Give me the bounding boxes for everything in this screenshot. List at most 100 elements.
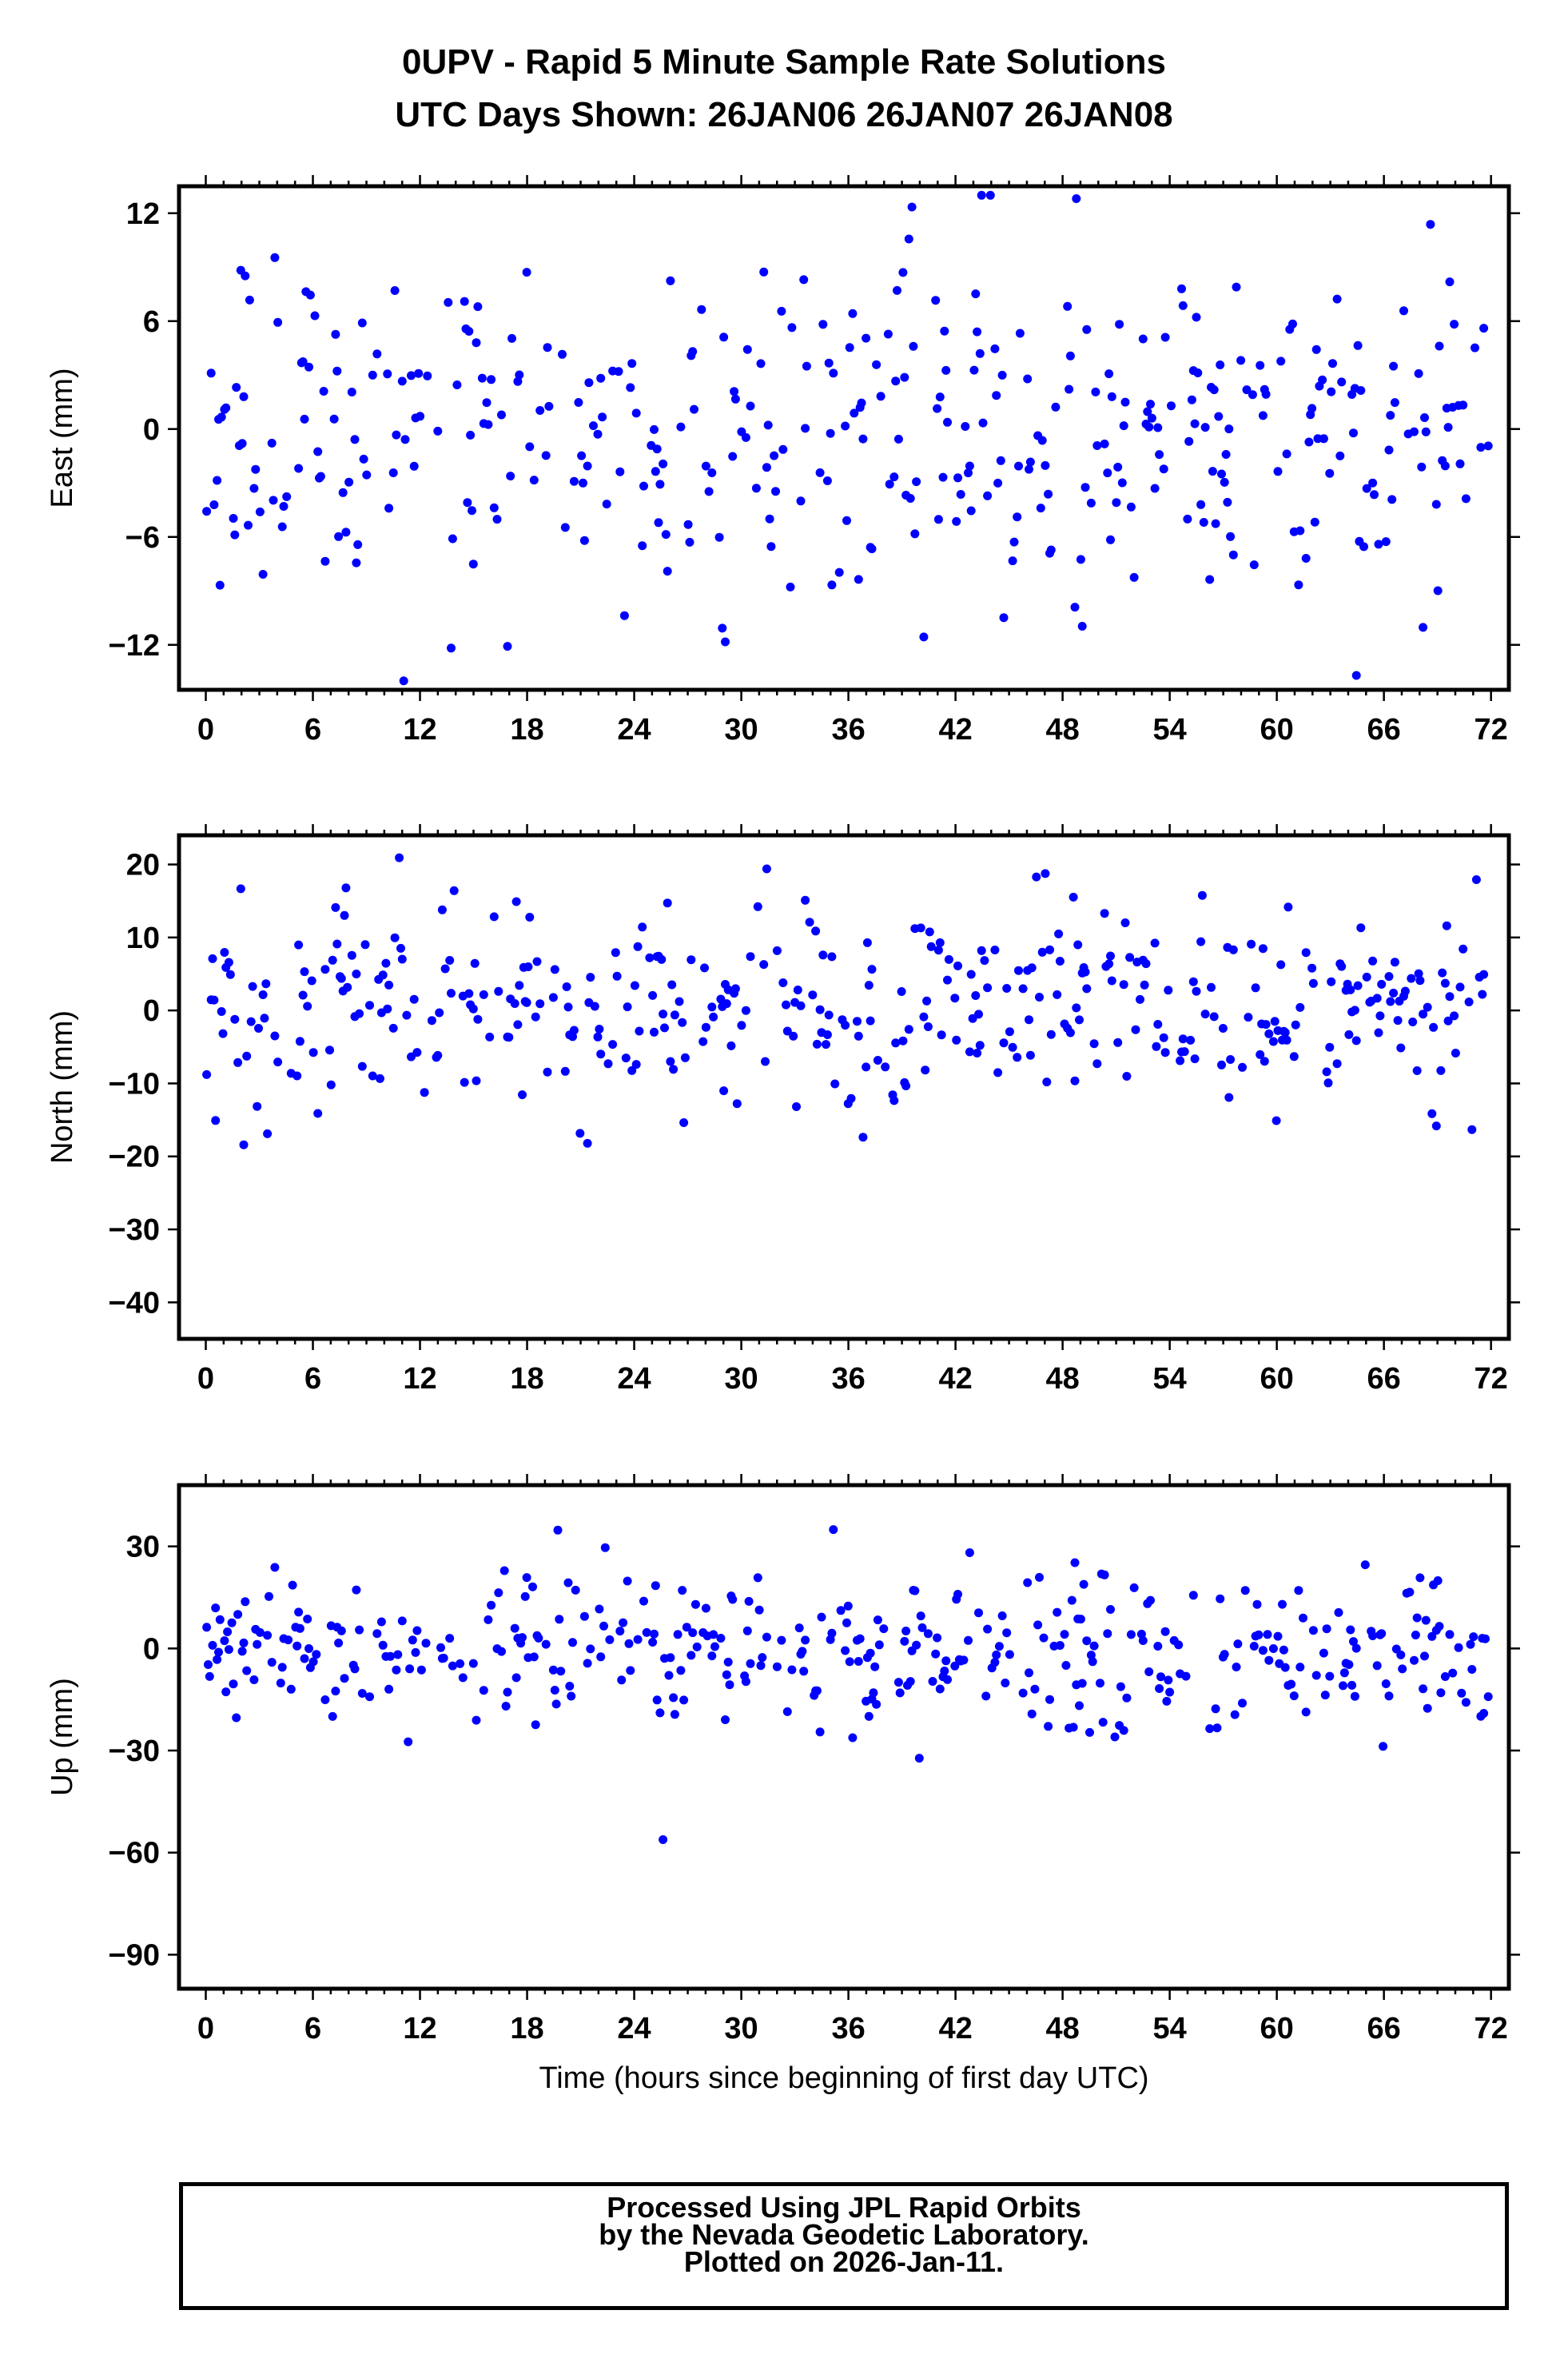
data-point [688, 1628, 698, 1638]
data-point [893, 1678, 903, 1687]
data-point [981, 1691, 991, 1701]
data-point [258, 990, 268, 999]
data-point [1146, 400, 1155, 409]
data-point [928, 1677, 937, 1686]
data-point [1476, 443, 1486, 452]
data-point [758, 1653, 767, 1663]
data-point [472, 338, 481, 348]
data-point [1359, 542, 1368, 552]
data-point [1478, 990, 1487, 999]
data-point [1421, 1615, 1431, 1625]
data-point [917, 1623, 927, 1632]
data-point [1435, 341, 1444, 351]
data-point [528, 1582, 537, 1591]
data-point [1319, 1648, 1328, 1658]
data-point [1192, 313, 1201, 322]
data-point [395, 853, 404, 862]
data-point [503, 642, 512, 651]
data-point [1005, 1027, 1014, 1037]
data-point [1196, 500, 1206, 509]
data-point [1307, 404, 1317, 413]
data-point [657, 954, 667, 964]
data-point [300, 967, 309, 977]
data-point [1455, 459, 1465, 468]
data-point [270, 253, 280, 262]
data-point [412, 1048, 422, 1058]
data-point [1339, 1668, 1349, 1678]
data-point [728, 1595, 738, 1604]
data-point [1131, 1025, 1140, 1034]
data-point [603, 1059, 613, 1069]
data-point [460, 1077, 469, 1087]
data-point [445, 956, 455, 965]
data-point [709, 1630, 718, 1639]
data-point [692, 1642, 702, 1651]
data-point [569, 1026, 579, 1035]
data-point [853, 1017, 862, 1026]
data-point [423, 371, 432, 380]
plot-frame [177, 1483, 1511, 1991]
data-point [1263, 1630, 1272, 1639]
data-point [778, 978, 788, 987]
data-point [1223, 497, 1232, 507]
data-point [959, 1655, 969, 1665]
data-point [1459, 944, 1468, 954]
data-point [916, 1611, 925, 1621]
data-point [937, 1030, 946, 1040]
data-point [770, 451, 779, 460]
data-point [1113, 1038, 1123, 1047]
data-point [1332, 1059, 1342, 1069]
data-point [1174, 1640, 1184, 1650]
scatter-points [202, 190, 1493, 686]
data-point [614, 367, 623, 376]
data-point [224, 958, 233, 967]
data-point [263, 1631, 273, 1640]
data-point [650, 424, 659, 434]
data-point [295, 1037, 304, 1046]
data-point [579, 536, 589, 545]
data-point [1448, 1668, 1458, 1678]
data-point [381, 958, 391, 968]
data-point [511, 1673, 521, 1683]
data-point [941, 1656, 951, 1666]
data-point [801, 895, 810, 905]
data-point [818, 320, 828, 329]
data-point [328, 955, 337, 965]
data-point [666, 276, 675, 285]
data-point [654, 518, 663, 528]
data-point [267, 1658, 277, 1667]
data-point [1469, 1632, 1478, 1642]
data-point [567, 1691, 576, 1701]
y-tick-label: 12 [126, 197, 160, 231]
data-point [365, 1692, 374, 1702]
data-point [1415, 976, 1425, 986]
data-point [866, 1648, 875, 1658]
x-tick-label: 48 [1045, 2012, 1079, 2045]
data-point [1268, 1037, 1278, 1046]
data-point [1273, 467, 1283, 476]
data-point [992, 1650, 1001, 1659]
x-tick-label: 60 [1260, 1362, 1293, 1396]
data-point [1379, 1742, 1388, 1751]
data-point [378, 970, 388, 980]
data-point [1445, 277, 1455, 287]
data-point [1211, 1704, 1220, 1714]
data-point [1065, 1028, 1075, 1038]
data-point [1291, 1020, 1300, 1030]
data-point [569, 476, 579, 486]
data-point [1360, 1560, 1370, 1570]
data-point [320, 556, 330, 566]
data-point [305, 290, 315, 300]
data-point [555, 1615, 564, 1624]
data-point [397, 1616, 407, 1626]
data-point [506, 472, 515, 481]
x-tick-label: 6 [304, 1362, 321, 1396]
data-point [308, 1657, 318, 1667]
data-point [1150, 484, 1160, 493]
data-point [1226, 1055, 1236, 1064]
x-tick-label: 24 [617, 713, 651, 747]
data-point [1069, 892, 1078, 902]
data-point [1013, 1053, 1022, 1062]
data-point [489, 503, 499, 512]
data-point [667, 980, 677, 990]
